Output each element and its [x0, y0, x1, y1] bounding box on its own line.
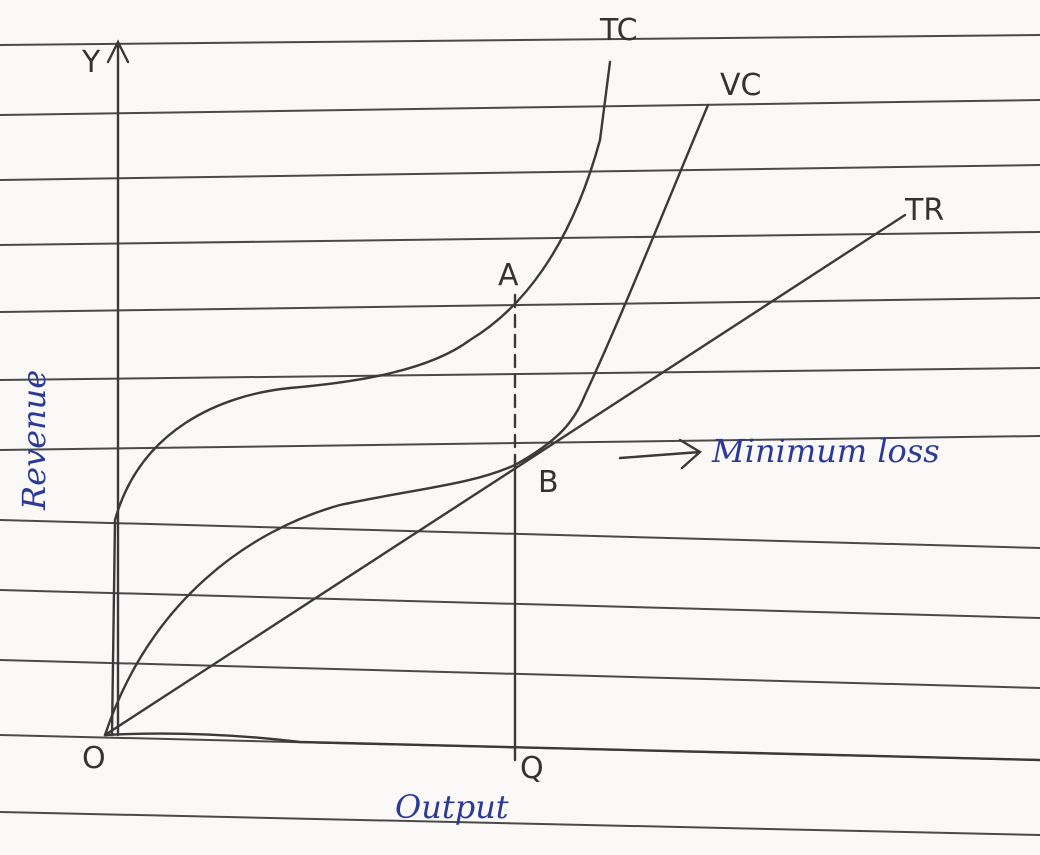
tc-label: TC — [599, 13, 638, 48]
point-a: A — [498, 258, 519, 293]
origin-label: O — [82, 741, 106, 776]
diagram: Y O Q TC VC TR A B Minimum loss Revenue … — [0, 0, 1040, 855]
vc-label: VC — [720, 68, 761, 103]
tr-label: TR — [904, 193, 944, 228]
annotation: Minimum loss — [711, 432, 940, 470]
y-axis-label: Y — [81, 45, 101, 80]
point-b: B — [538, 465, 559, 500]
paper — [0, 0, 1040, 855]
y-title: Revenue — [15, 370, 53, 511]
x-title: Output — [395, 788, 509, 826]
q-label: Q — [520, 751, 544, 786]
